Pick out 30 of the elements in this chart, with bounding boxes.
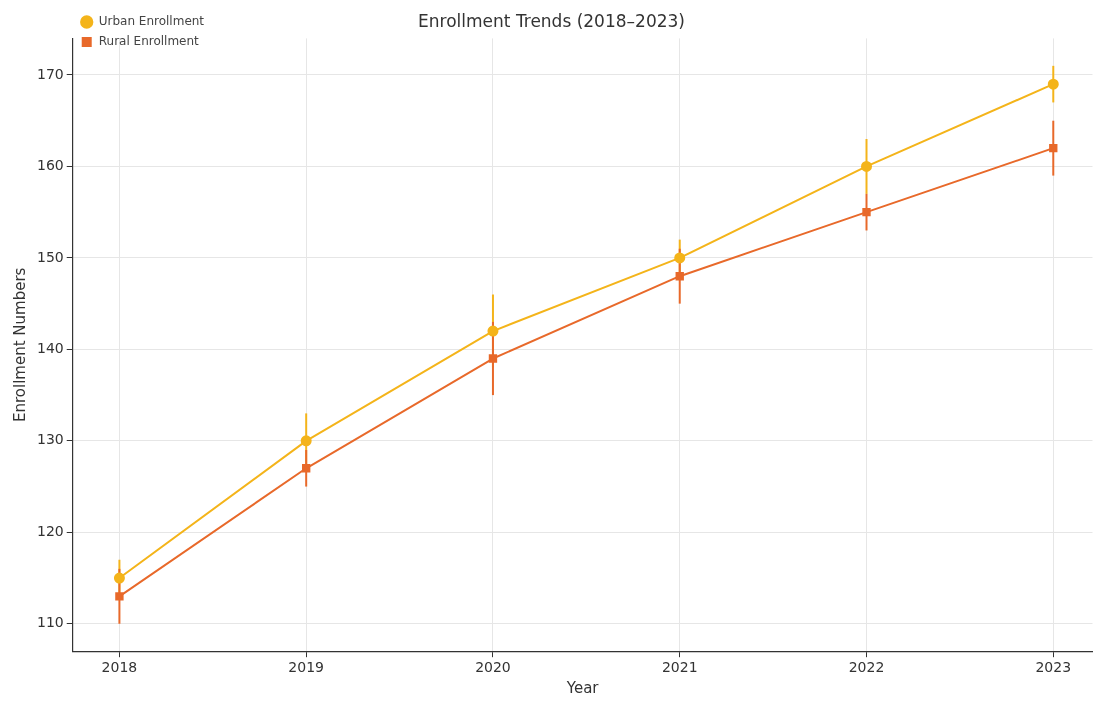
point bbox=[862, 208, 871, 217]
point bbox=[300, 435, 312, 447]
x-tick-label: 2021 bbox=[661, 659, 698, 676]
x-tick-label: 2019 bbox=[288, 659, 325, 676]
point bbox=[302, 464, 311, 473]
y-tick-label: 150 bbox=[36, 248, 64, 265]
y-tick-label: 170 bbox=[36, 65, 64, 82]
x-tick-label: 2023 bbox=[1035, 659, 1072, 676]
y-tick-label: 120 bbox=[36, 522, 64, 539]
point bbox=[675, 272, 684, 281]
y-tick-label: 130 bbox=[36, 431, 64, 448]
y-tick-label: 140 bbox=[36, 340, 64, 357]
y-tick-label: 160 bbox=[36, 157, 64, 174]
x-tick-label: 2020 bbox=[475, 659, 511, 676]
point bbox=[1047, 78, 1059, 90]
x-axis-title: Year bbox=[565, 678, 600, 697]
y-axis-title: Enrollment Numbers bbox=[10, 267, 29, 422]
point bbox=[113, 572, 125, 584]
legend-label: Rural Enrollment bbox=[98, 34, 200, 49]
point bbox=[488, 354, 498, 363]
x-tick-label: 2018 bbox=[101, 659, 138, 676]
point bbox=[674, 252, 686, 264]
point bbox=[861, 160, 873, 172]
x-tick-label: 2022 bbox=[848, 659, 885, 676]
point bbox=[1049, 143, 1058, 153]
chart-title: Enrollment Trends (2018–2023) bbox=[418, 10, 685, 31]
point bbox=[487, 325, 499, 337]
legend-label: Urban Enrollment bbox=[98, 14, 205, 29]
y-tick-label: 110 bbox=[36, 614, 64, 631]
point bbox=[115, 592, 124, 601]
